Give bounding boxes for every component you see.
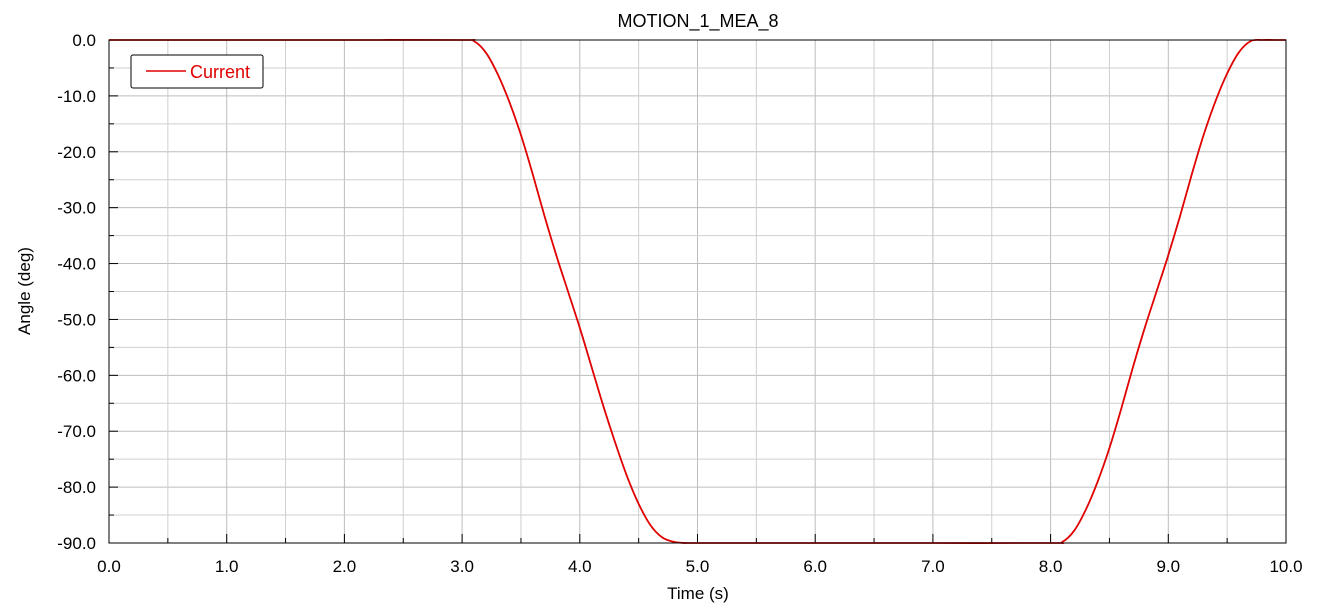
y-tick-label: -10.0	[57, 87, 96, 106]
x-tick-label: 4.0	[568, 557, 592, 576]
y-tick-label: -90.0	[57, 534, 96, 553]
legend-label: Current	[190, 62, 250, 82]
y-tick-label: -20.0	[57, 143, 96, 162]
y-tick-label: -70.0	[57, 422, 96, 441]
x-tick-label: 6.0	[803, 557, 827, 576]
x-axis-label: Time (s)	[667, 584, 729, 603]
y-tick-label: -60.0	[57, 366, 96, 385]
legend: Current	[130, 54, 264, 89]
y-tick-label: -30.0	[57, 199, 96, 218]
x-tick-label: 0.0	[97, 557, 121, 576]
y-tick-label: 0.0	[72, 31, 96, 50]
chart-title: MOTION_1_MEA_8	[617, 11, 778, 32]
legend-box	[130, 54, 264, 89]
x-tick-label: 3.0	[450, 557, 474, 576]
x-tick-label: 1.0	[215, 557, 239, 576]
x-tick-label: 2.0	[333, 557, 357, 576]
x-tick-label: 8.0	[1039, 557, 1063, 576]
plot-frame	[108, 39, 1287, 544]
x-tick-labels: 0.0 1.0 2.0 3.0 4.0 5.0 6.0 7.0 8.0 9.0 10.0	[97, 557, 1302, 576]
x-tick-label: 7.0	[921, 557, 945, 576]
minor-grid	[109, 40, 1286, 543]
x-tick-label: 10.0	[1269, 557, 1302, 576]
x-tick-label: 9.0	[1156, 557, 1180, 576]
y-tick-labels: 0.0 -10.0 -20.0 -30.0 -40.0 -50.0 -60.0 -70.0 -8…	[57, 31, 96, 553]
y-tick-label: -40.0	[57, 255, 96, 274]
y-tick-label: -80.0	[57, 478, 96, 497]
x-tick-label: 5.0	[686, 557, 710, 576]
y-tick-label: -50.0	[57, 310, 96, 329]
y-axis-label: Angle (deg)	[15, 247, 34, 335]
